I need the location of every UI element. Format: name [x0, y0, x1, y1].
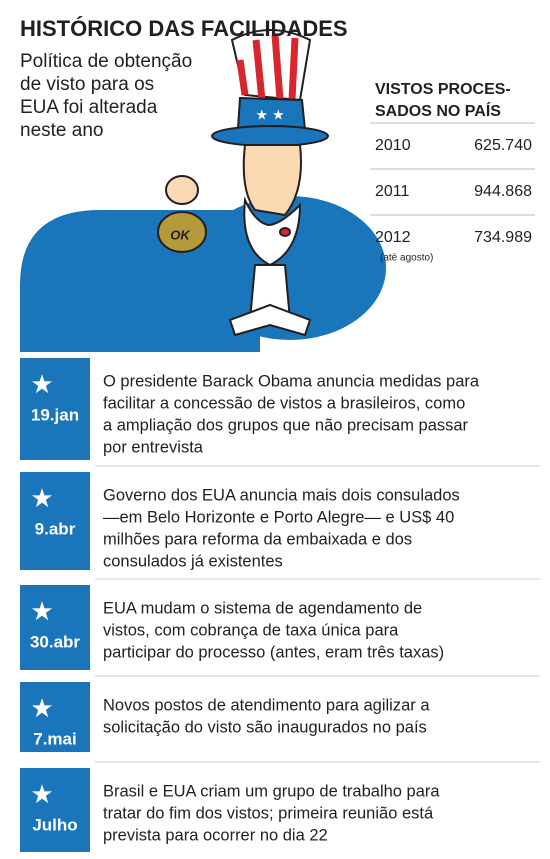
note: (até agosto): [380, 253, 433, 264]
count: 625.740: [474, 137, 532, 154]
event-text: a ampliação dos grupos que não precisam …: [103, 416, 469, 434]
event-text: participar do processo (antes, eram três…: [103, 643, 444, 661]
count: 944.868: [474, 183, 532, 200]
star: ★: [30, 693, 53, 723]
subtitle-line: EUA foi alterada: [20, 97, 158, 118]
star: ★: [30, 596, 53, 626]
event-text: Governo dos EUA anuncia mais dois consul…: [103, 486, 460, 504]
svg-text:★ ★: ★ ★: [256, 107, 285, 123]
event-text: tratar do fim dos vistos; primeira reuni…: [103, 804, 434, 822]
date: 9.abr: [35, 519, 76, 538]
table-title: VISTOS PROCES-: [375, 81, 511, 98]
date: 19.jan: [31, 405, 79, 424]
event-text: por entrevista: [103, 438, 204, 456]
star: ★: [30, 369, 53, 399]
subtitle-line: de visto para os: [20, 74, 154, 95]
date-box: [20, 585, 90, 670]
count: 734.989: [474, 229, 532, 246]
star: ★: [30, 483, 53, 513]
timeline: ★ 19.jan O presidente Barack Obama anuncia…: [20, 358, 540, 852]
date: Julho: [32, 815, 77, 834]
year: 2012: [375, 229, 411, 246]
year: 2011: [375, 183, 410, 200]
visa-table: VISTOS PROCES- SADOS NO PAÍS 2010 625.740 20…: [370, 81, 535, 264]
blue-blob: [194, 196, 386, 340]
event-text: prevista para ocorrer no dia 22: [103, 826, 328, 844]
table-title: SADOS NO PAÍS: [375, 101, 501, 120]
bag-label: OK: [170, 227, 191, 242]
event-text: facilitar a concessão de vistos a brasil…: [103, 394, 465, 412]
date-box: [20, 472, 90, 570]
star: ★: [30, 779, 53, 809]
year: 2010: [375, 137, 411, 154]
subtitle-line: Política de obtenção: [20, 51, 192, 72]
event-text: Brasil e EUA criam um grupo de trabalho …: [103, 782, 440, 800]
date: 30.abr: [30, 632, 80, 651]
date: 7.mai: [33, 729, 76, 748]
event-text: Novos postos de atendimento para agiliza…: [103, 696, 430, 714]
date-box: [20, 768, 90, 852]
event-text: solicitação do visto são inaugurados no …: [103, 718, 427, 736]
event-text: —em Belo Horizonte e Porto Alegre— e US$…: [103, 508, 454, 526]
subtitle-line: neste ano: [20, 120, 103, 141]
date-box: [20, 358, 90, 460]
title: HISTÓRICO DAS FACILIDADES: [20, 16, 348, 41]
event-text: milhões para reforma da embaixada e dos: [103, 530, 412, 548]
event-text: EUA mudam o sistema de agendamento de: [103, 599, 422, 617]
event-text: O presidente Barack Obama anuncia medida…: [103, 372, 480, 390]
event-text: consulados já existentes: [103, 552, 283, 570]
uncle-sam: ★ ★ OK: [157, 29, 329, 337]
date-box: [20, 682, 90, 752]
event-text: vistos, com cobrança de taxa única para: [103, 621, 399, 639]
